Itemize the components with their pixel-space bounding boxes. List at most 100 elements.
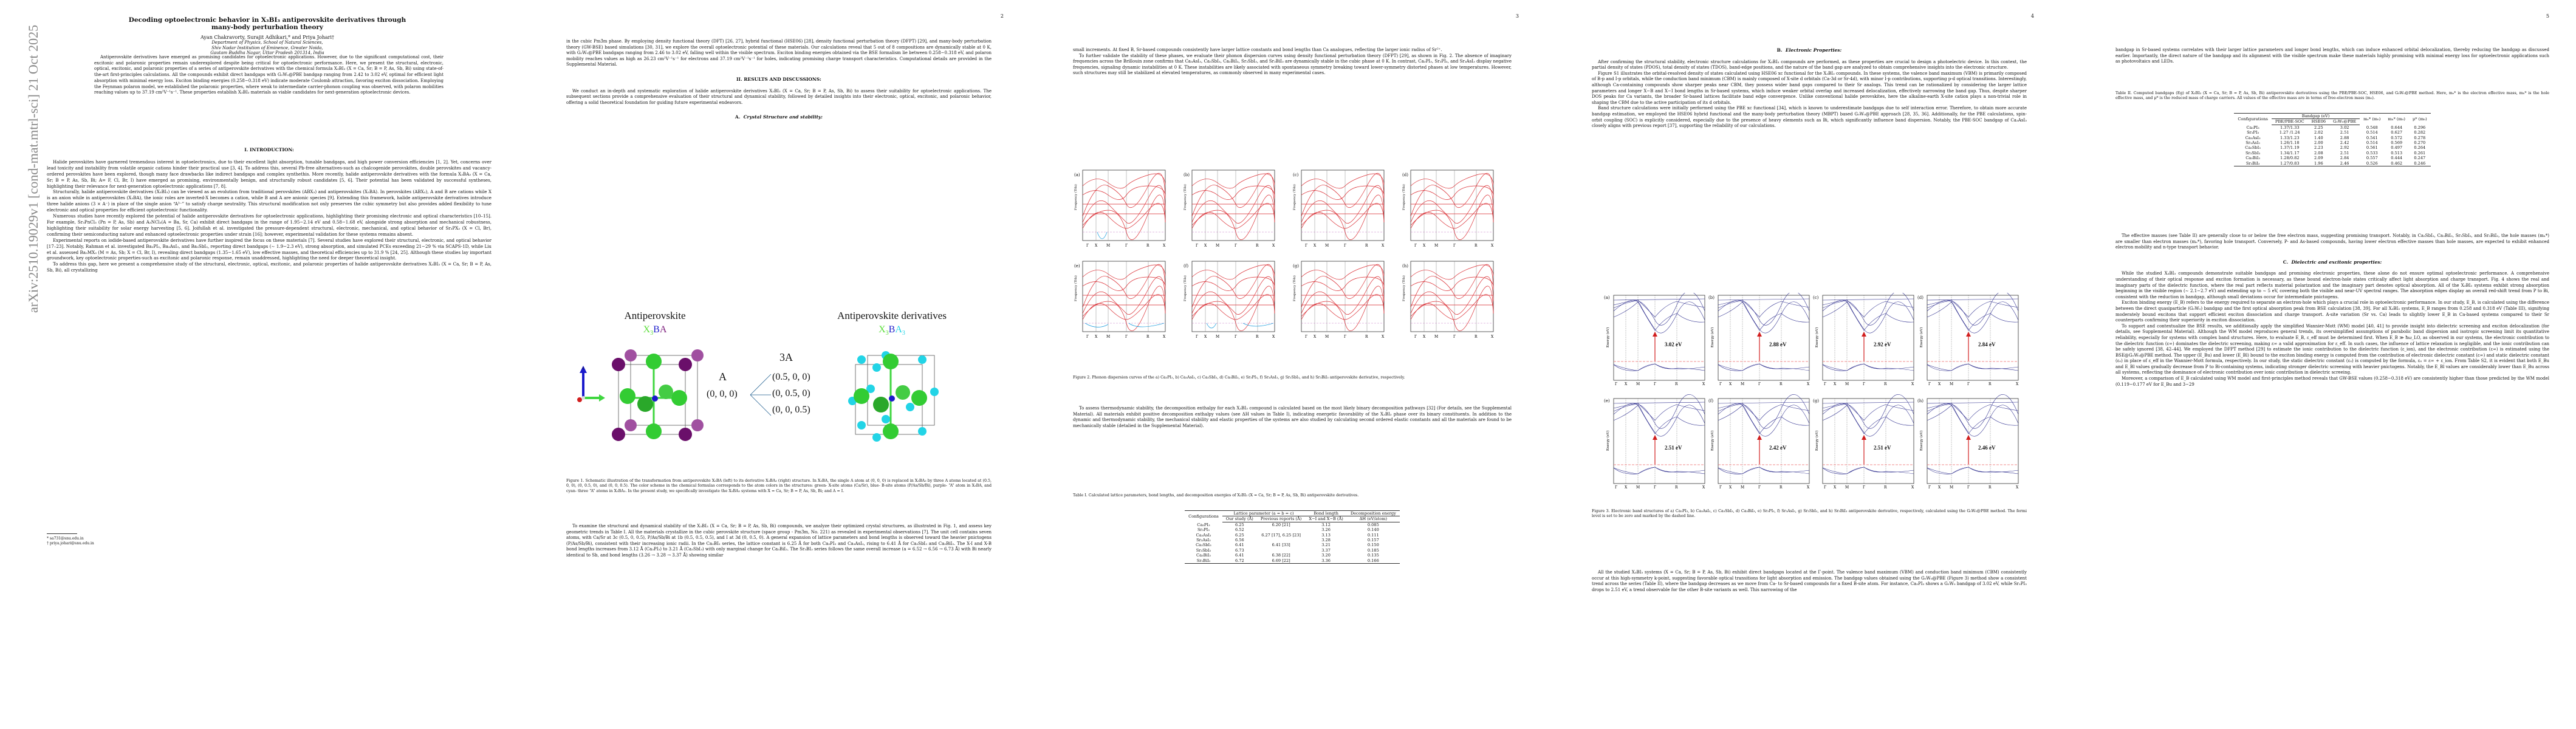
- page2-text-bottom: To examine the structural and dynamical …: [566, 524, 992, 558]
- affiliation-line: Department of Physics, School of Natural…: [211, 40, 323, 45]
- table-row: Ca₃SbI₃ 1.37/1.19 2.23 2.92 0.561 0.497 0.264: [2234, 145, 2430, 150]
- value-cell: 2.09: [2314, 156, 2323, 161]
- bandgap-label: 2.88 eV: [1769, 341, 1787, 347]
- compound-cell: Ca₃PI₃: [2246, 125, 2259, 130]
- affiliation-line: Gautam Buddha Nagar, Uttar Pradesh 20131…: [210, 50, 324, 55]
- bandgap-label: 2.51 eV: [1665, 445, 1682, 451]
- bandgap-label: 3.02 eV: [1665, 341, 1682, 347]
- value-cell: 6.41: [1235, 542, 1244, 548]
- value-cell: 3.21: [1321, 542, 1331, 548]
- title-line-1: Decoding optoelectronic behavior in X₃BI…: [128, 16, 406, 24]
- value-cell: 1.37/1.33: [2280, 125, 2300, 130]
- abstract: Antiperovskite derivatives have emerged …: [94, 55, 444, 95]
- page-2: 2 in the cubic Pm3̄m phase. By employing…: [515, 0, 1030, 729]
- authors: Ayan Chakravorty, Surajit Adhikari,* and…: [200, 35, 335, 40]
- value-cell: 0.166: [1346, 558, 1400, 564]
- footnote-email-2[interactable]: † priya.johari@snu.edu.in: [47, 541, 94, 546]
- paragraph: To address this gap, here we present a c…: [47, 261, 492, 273]
- table-row: Ca₃PI₃ 1.37/1.33 2.25 3.02 0.548 0.644 0.296: [2234, 125, 2430, 130]
- value-cell: 6.20 [21]: [1272, 522, 1290, 527]
- value-cell: 6.73: [1235, 547, 1244, 553]
- value-cell: 1.96: [2307, 160, 2330, 167]
- bandgap-label: 2.51 eV: [1874, 445, 1891, 451]
- value-cell: 3.36: [1305, 558, 1347, 564]
- bandgap-label: 2.42 eV: [1769, 445, 1787, 451]
- table-row: Sr₃AsI₃ 6.56 3.28 0.157: [1185, 538, 1400, 542]
- value-cell: 2.46: [2329, 160, 2360, 167]
- figure-1-right-title: Antiperovskite derivatives: [837, 310, 947, 321]
- value-cell: 2.84: [2340, 156, 2349, 161]
- introduction: I. INTRODUCTION: Halide perovskites have…: [47, 139, 492, 273]
- page3-text-top: small increments. At fixed B, Sr-based c…: [1073, 47, 1512, 76]
- value-cell: 6.41 [33]: [1272, 542, 1290, 548]
- antiperovskite-derivative-unit-cell: [848, 351, 939, 442]
- label-a-coord: (0, 0, 0): [707, 389, 738, 399]
- bandgap-label: 2.92 eV: [1874, 341, 1891, 347]
- value-cell: 0.462: [2384, 160, 2409, 167]
- value-cell: [1257, 527, 1305, 532]
- compound-cell: Sr₃SbI₃: [1196, 547, 1211, 553]
- page-4: 4 B. Electronic Properties: After confir…: [1546, 0, 2061, 729]
- value-cell: 2.00: [2314, 140, 2323, 146]
- table-row: Sr₃BiI₃ 6.72 6.69 [22] 3.36 0.166: [1185, 558, 1400, 564]
- footnotes: * sa731@snu.edu.in † priya.johari@snu.ed…: [47, 533, 94, 546]
- value-cell: 0.569: [2391, 140, 2403, 146]
- subsection-heading-c: C. Dielectric and excitonic properties:: [2283, 259, 2382, 265]
- table-row: Sr₃PI₃ 6.52 3.26 0.140: [1185, 527, 1400, 532]
- paragraph: Experimental reports on iodide-based ant…: [47, 237, 492, 261]
- table-row: Ca₃AsI₃ 1.33/1.23 1.40 2.88 0.541 0.572 0.278: [2234, 135, 2430, 140]
- value-cell: 2.42: [2340, 140, 2349, 146]
- page-number: 2: [1000, 13, 1004, 19]
- value-cell: [1257, 538, 1305, 542]
- title-line-2: many-body perturbation theory: [211, 24, 324, 31]
- value-cell: 0.526: [2360, 160, 2385, 167]
- value-cell: 6.38 [22]: [1272, 553, 1290, 558]
- bandgap-label: 2.84 eV: [1978, 341, 1996, 347]
- value-cell: 6.72: [1222, 558, 1257, 564]
- value-cell: 6.25: [1235, 522, 1244, 527]
- page-number: 5: [2546, 13, 2549, 19]
- value-cell: 3.28: [1321, 538, 1331, 543]
- page-number: 3: [1515, 13, 1519, 19]
- value-cell: 0.247: [2414, 156, 2426, 161]
- affiliation-line: Shiv Nadar Institution of Eminence, Grea…: [211, 45, 323, 50]
- figure-1-structure-schematic: Antiperovskite X3BA Antiperovskite deriv…: [570, 310, 971, 450]
- value-cell: 6.69 [22]: [1256, 558, 1306, 564]
- page4-text-bottom: All the studied X₃BI₃ systems (X = Ca, S…: [1592, 570, 2027, 592]
- value-cell: 0.513: [2391, 150, 2403, 156]
- footnote-rule: [47, 533, 77, 534]
- value-cell: 0.150: [1367, 542, 1379, 548]
- value-cell: 3.20: [1321, 553, 1331, 558]
- table-row: Sr₃AsI₃ 1.26/1.18 2.00 2.42 0.514 0.569 0.270: [2234, 140, 2430, 145]
- label-a: A: [719, 371, 727, 383]
- compound-cell: Sr₃SbI₃: [2245, 150, 2261, 156]
- value-cell: [1257, 548, 1305, 553]
- figure-1-left-title: Antiperovskite: [624, 310, 686, 321]
- bandgap-label: 2.46 eV: [1978, 445, 1996, 451]
- formula-x3ba: X3BA: [643, 324, 667, 337]
- compound-cell: Sr₃BiI₃: [2234, 160, 2272, 167]
- value-cell: 0.296: [2414, 125, 2426, 130]
- compound-cell: Sr₃BiI₃: [1185, 558, 1222, 564]
- compound-cell: Sr₃AsI₃: [1196, 538, 1211, 543]
- compound-cell: Ca₃PI₃: [1197, 522, 1210, 527]
- value-cell: 3.37: [1321, 547, 1331, 553]
- value-cell: 0.533: [2366, 150, 2378, 156]
- value-cell: 2.51: [2340, 130, 2349, 135]
- footnote-email-1[interactable]: * sa731@snu.edu.in: [47, 536, 84, 541]
- svg-text:c: c: [582, 366, 584, 371]
- value-cell: 0.514: [2366, 130, 2378, 135]
- value-cell: 0.111: [1367, 532, 1379, 538]
- value-cell: 6.41: [1235, 553, 1244, 558]
- branch-arrows-icon: [750, 374, 772, 416]
- compound-cell: Sr₃PI₃: [1197, 527, 1210, 533]
- value-cell: 0.140: [1367, 527, 1379, 533]
- page-number: 4: [2030, 13, 2034, 19]
- value-cell: 0.278: [2414, 135, 2426, 140]
- crystal-axes-icon: c: [577, 366, 605, 402]
- value-cell: 0.270: [2414, 140, 2426, 146]
- page-3: 3 small increments. At fixed B, Sr-based…: [1030, 0, 1546, 729]
- value-cell: 3.12: [1321, 522, 1331, 527]
- figure-2-phonon-dispersion: ΓXMΓRX Frequency (THz) (a) (b) (c) (d) (…: [1073, 168, 1510, 350]
- value-cell: 6.25: [1235, 532, 1244, 538]
